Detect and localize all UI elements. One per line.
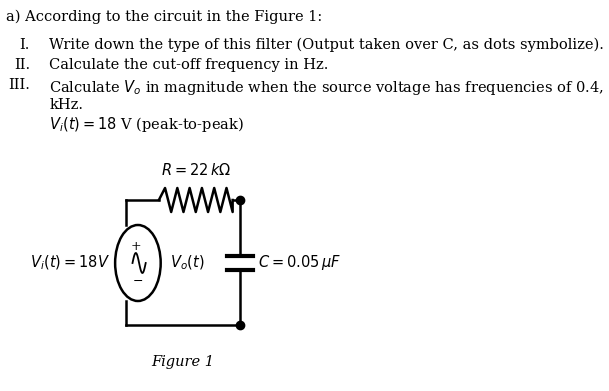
Text: III.: III.	[8, 78, 30, 92]
Text: kHz.: kHz.	[49, 98, 83, 112]
Text: Calculate $V_o$ in magnitude when the source voltage has frequencies of 0.4, 0.8: Calculate $V_o$ in magnitude when the so…	[49, 78, 609, 97]
Text: $C = 0.05\,\mu F$: $C = 0.05\,\mu F$	[258, 253, 341, 273]
Text: $V_o(t)$: $V_o(t)$	[171, 254, 205, 272]
Text: $R = 22\,k\Omega$: $R = 22\,k\Omega$	[161, 162, 231, 178]
Text: a) According to the circuit in the Figure 1:: a) According to the circuit in the Figur…	[6, 10, 322, 24]
Text: Write down the type of this filter (Output taken over C, as dots symbolize).: Write down the type of this filter (Outp…	[49, 38, 604, 52]
Text: $V_i(t) = 18V$: $V_i(t) = 18V$	[30, 254, 110, 272]
Text: Figure 1: Figure 1	[152, 355, 214, 369]
Text: I.: I.	[19, 38, 30, 52]
Text: II.: II.	[14, 58, 30, 72]
Text: Calculate the cut-off frequency in Hz.: Calculate the cut-off frequency in Hz.	[49, 58, 328, 72]
Text: −: −	[133, 274, 143, 287]
Text: $V_i(t) = 18$ V (peak-to-peak): $V_i(t) = 18$ V (peak-to-peak)	[49, 115, 244, 134]
Text: +: +	[130, 240, 141, 253]
